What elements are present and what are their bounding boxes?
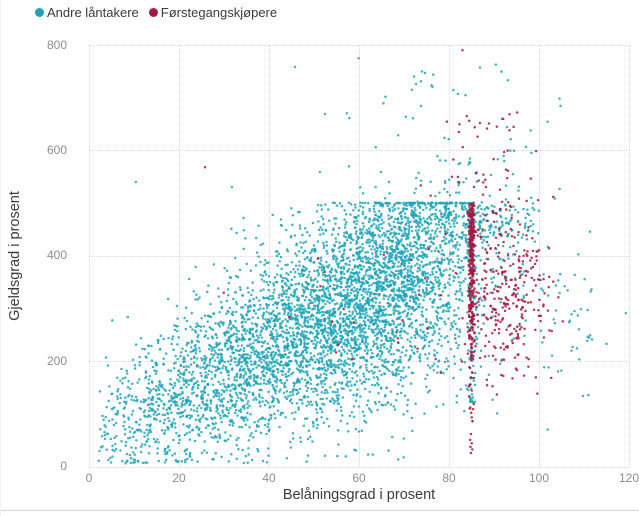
- legend-label-andre: Andre låntakere: [47, 5, 139, 20]
- x-axis-title: Belåningsgrad i prosent: [282, 487, 436, 503]
- x-tick-label-60: 60: [352, 471, 366, 485]
- plot-area: [89, 45, 630, 468]
- legend-label-forste: Førstegangskjøpere: [160, 5, 278, 20]
- x-tick-label-0: 0: [85, 471, 93, 485]
- gridline-y-600: [89, 150, 629, 152]
- x-tick-label-120: 120: [618, 471, 639, 485]
- bottom-border-rule: [1, 510, 639, 511]
- gridline-y-400: [89, 255, 629, 257]
- legend-item-forstegangskjopere[interactable]: Førstegangskjøpere: [148, 5, 278, 20]
- gridline-y-200: [89, 361, 629, 363]
- y-tick-label-200: 200: [46, 353, 67, 368]
- x-tick-label-80: 80: [442, 471, 456, 485]
- x-tick-label-40: 40: [262, 471, 276, 485]
- gridline-y-800: [89, 45, 629, 46]
- legend: Andre låntakere Førstegangskjøpere: [35, 5, 277, 20]
- y-axis-title: Gjeldsgrad i prosent: [7, 191, 23, 321]
- x-tick-label-20: 20: [172, 471, 186, 485]
- gridline-y-0: [89, 466, 629, 468]
- y-tick-label-800: 800: [46, 37, 67, 52]
- legend-item-andre-lantakere[interactable]: Andre låntakere: [35, 5, 139, 20]
- legend-marker-andre-icon: [35, 8, 44, 17]
- y-tick-label-0: 0: [60, 459, 67, 473]
- x-tick-label-100: 100: [528, 471, 550, 485]
- y-tick-label-400: 400: [46, 248, 67, 263]
- y-tick-label-600: 600: [46, 142, 67, 157]
- legend-marker-forste-icon: [148, 8, 158, 17]
- gridline-x-120: [629, 45, 630, 467]
